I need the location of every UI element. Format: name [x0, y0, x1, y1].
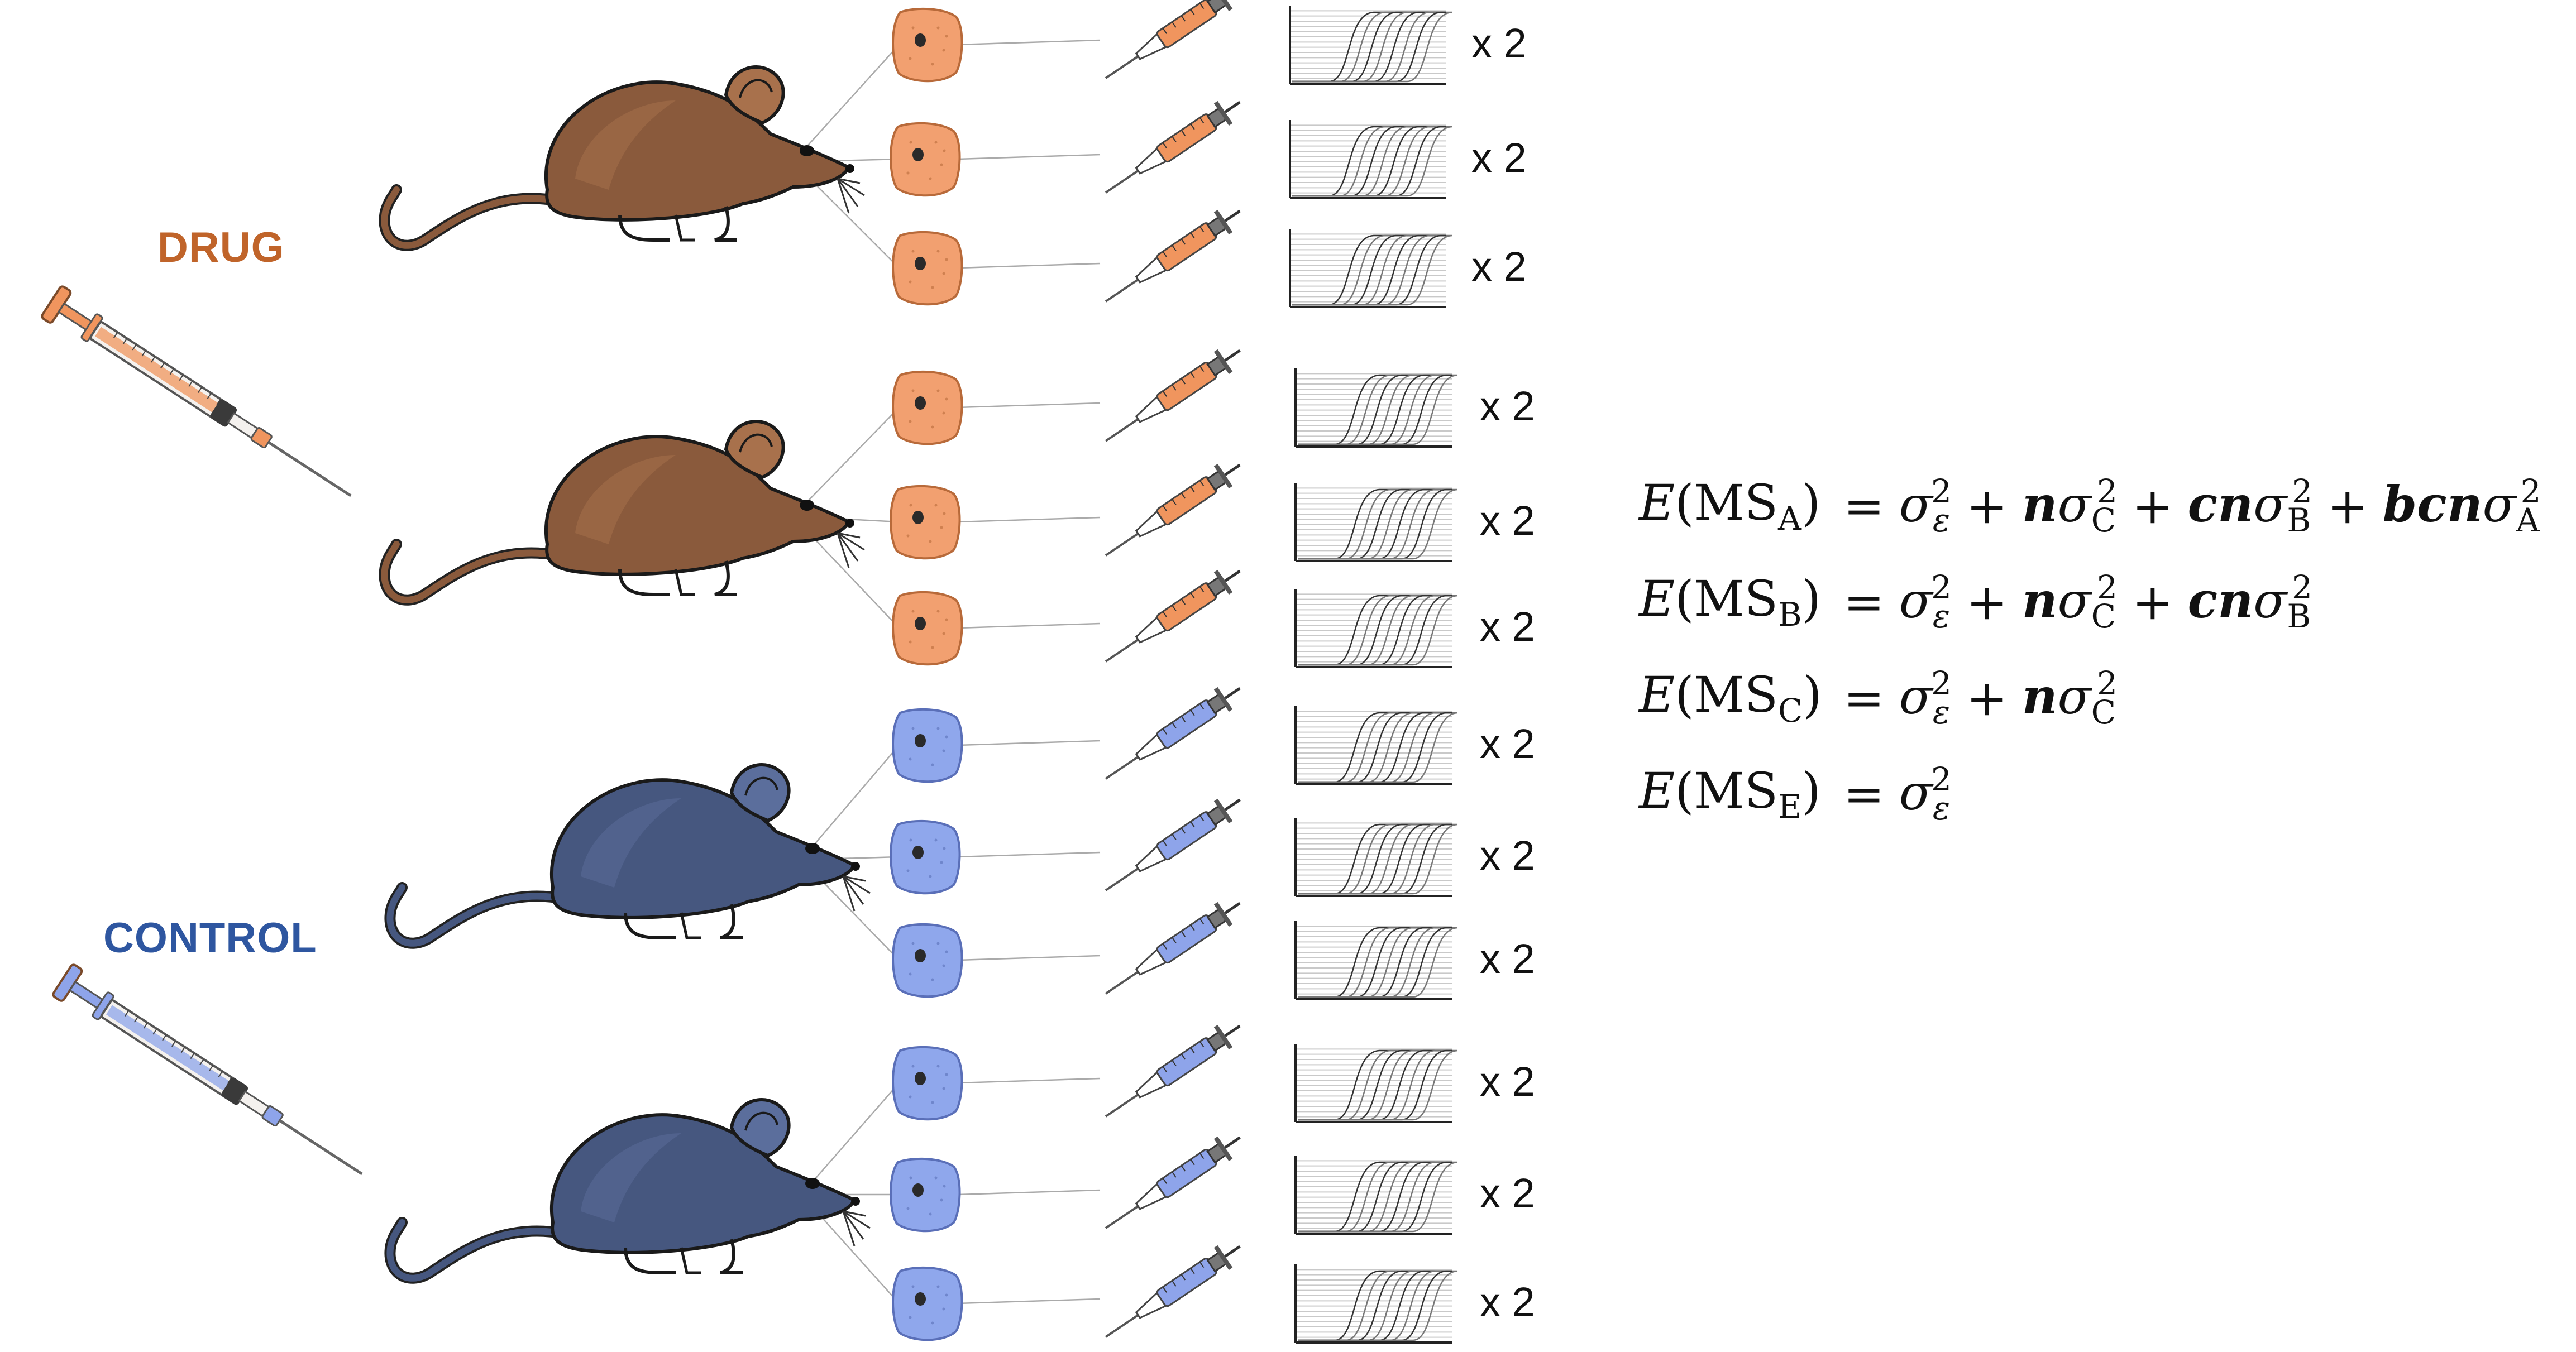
recording-trace [1294, 818, 1458, 897]
replicate-count: x 2 [1480, 832, 1535, 879]
cell [890, 1157, 961, 1233]
replicate-count: x 2 [1471, 243, 1527, 290]
mouse [379, 65, 865, 251]
branch-line [792, 407, 900, 517]
connector-line [957, 39, 1101, 46]
equation-e: E(MSE) = σε2 [1639, 760, 1952, 827]
replicate-count: x 2 [1471, 135, 1527, 181]
patch-pipette [1105, 902, 1241, 995]
patch-pipette [1105, 1024, 1241, 1118]
cell [890, 122, 961, 197]
connector-line [957, 955, 1101, 961]
control-group-label: CONTROL [103, 914, 317, 962]
patch-pipette [1105, 463, 1241, 557]
cell [892, 370, 963, 445]
recording-trace [1289, 229, 1452, 308]
patch-pipette [1105, 569, 1241, 663]
equation-a: E(MSA) = σε2 + nσC2 + cnσB2 + bcnσA2 [1639, 472, 2541, 539]
patch-pipette [1105, 1136, 1241, 1229]
connector-line [957, 622, 1101, 629]
replicate-count: x 2 [1480, 1279, 1535, 1325]
mouse [379, 420, 865, 606]
cell [892, 1046, 963, 1121]
equation-b: E(MSB) = σε2 + nσC2 + cnσB2 [1639, 568, 2312, 635]
replicate-count: x 2 [1480, 497, 1535, 544]
recording-trace [1289, 120, 1452, 199]
cell [892, 7, 963, 83]
recording-trace [1294, 1044, 1458, 1123]
connector-line [957, 851, 1101, 858]
patch-pipette [1105, 1245, 1241, 1338]
mouse [384, 1098, 871, 1284]
cell [892, 1266, 963, 1341]
patch-pipette [1105, 0, 1233, 79]
cell [892, 923, 963, 998]
replicate-count: x 2 [1471, 20, 1527, 66]
recording-trace [1294, 1156, 1458, 1235]
recording-trace [1294, 483, 1458, 562]
replicate-count: x 2 [1480, 936, 1535, 982]
patch-pipette [1105, 798, 1241, 891]
cell [890, 485, 961, 560]
replicate-count: x 2 [1480, 603, 1535, 650]
expected-mean-squares: E(MSA) = σε2 + nσC2 + cnσB2 + bcnσA2 E(MSB) = σε2 + n… [1639, 458, 2541, 842]
cell [892, 708, 963, 783]
drug-group-label: DRUG [157, 224, 285, 271]
connector-line [957, 262, 1101, 269]
replicate-count: x 2 [1480, 1058, 1535, 1105]
patch-pipette [1105, 687, 1241, 780]
connector-line [957, 1298, 1101, 1305]
branch-line [801, 1082, 900, 1195]
drug-syringe [41, 285, 352, 497]
cell [892, 231, 963, 306]
replicate-count: x 2 [1480, 721, 1535, 767]
recording-trace [1294, 589, 1458, 668]
recording-trace [1294, 368, 1458, 448]
patch-pipette [1105, 349, 1241, 442]
recording-trace [1294, 706, 1458, 785]
branch-line [801, 745, 900, 860]
connector-line [957, 402, 1101, 409]
patch-pipette [1105, 209, 1241, 303]
recording-trace [1294, 921, 1458, 1000]
mouse [384, 763, 871, 949]
connector-line [957, 516, 1101, 523]
control-syringe [52, 963, 363, 1176]
connector-line [957, 154, 1101, 160]
connector-line [957, 740, 1101, 746]
replicate-count: x 2 [1480, 383, 1535, 429]
cell [892, 591, 963, 666]
recording-trace [1289, 6, 1452, 85]
cell [890, 819, 961, 895]
connector-line [957, 1189, 1101, 1196]
branch-line [792, 44, 900, 162]
recording-trace [1294, 1264, 1458, 1344]
replicate-count: x 2 [1480, 1170, 1535, 1216]
connector-line [957, 1077, 1101, 1084]
equation-c: E(MSC) = σε2 + nσC2 [1639, 664, 2118, 731]
patch-pipette [1105, 100, 1241, 194]
